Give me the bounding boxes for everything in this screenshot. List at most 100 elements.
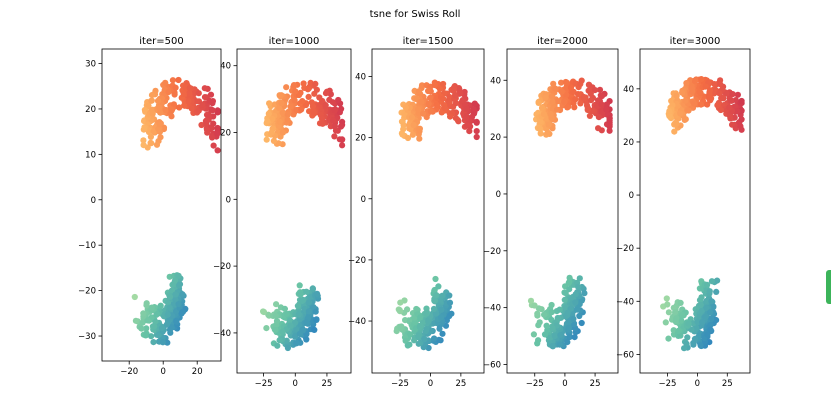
subplot-3: iter=1500 −25 0 25 −40 −20 0 20 40 bbox=[348, 36, 485, 389]
y-tick-label: −20 bbox=[616, 244, 634, 254]
scatter-point bbox=[572, 96, 579, 103]
scatter-point bbox=[565, 324, 572, 331]
scatter-point bbox=[138, 325, 145, 332]
y-tick-label: 0 bbox=[91, 196, 96, 206]
y-tick-label: −60 bbox=[616, 350, 634, 360]
scatter-point bbox=[163, 321, 170, 328]
scatter-point bbox=[152, 318, 159, 325]
scatter-point bbox=[131, 293, 138, 301]
scatter-point bbox=[148, 92, 156, 99]
scatter-point bbox=[463, 113, 470, 120]
scatter-point bbox=[132, 317, 139, 324]
y-tick-label: −20 bbox=[213, 262, 231, 272]
scatter-point bbox=[587, 97, 595, 104]
scatter-point bbox=[287, 103, 294, 110]
scatter-point bbox=[300, 80, 307, 87]
scatter-point bbox=[548, 93, 556, 100]
x-tick-label: 0 bbox=[562, 379, 567, 389]
scatter-point bbox=[713, 288, 720, 295]
scatter-point bbox=[322, 102, 329, 109]
y-tick-label: 0 bbox=[226, 195, 231, 205]
y-tick-label: −20 bbox=[348, 256, 366, 266]
scatter-point bbox=[662, 319, 669, 326]
scatter-point bbox=[158, 325, 166, 332]
subplot-title: iter=2000 bbox=[537, 36, 588, 47]
scatter-point bbox=[704, 281, 711, 288]
scatter-point bbox=[299, 98, 306, 105]
scatter-point bbox=[685, 107, 692, 114]
scatter-point bbox=[141, 125, 148, 132]
x-tick-label: 25 bbox=[722, 379, 733, 389]
y-tick-label: −20 bbox=[483, 247, 501, 257]
scatter-point bbox=[176, 281, 184, 288]
scatter-point bbox=[203, 117, 210, 124]
axes-frame bbox=[236, 48, 352, 374]
scatter-point bbox=[598, 92, 606, 100]
scatter-point bbox=[140, 137, 147, 144]
scatter-point bbox=[570, 315, 577, 323]
scatter-point bbox=[427, 108, 434, 115]
x-tick-label: 0 bbox=[428, 379, 433, 389]
scatter-point bbox=[666, 108, 673, 115]
scatter-point bbox=[147, 139, 154, 146]
scatter-point bbox=[268, 129, 275, 136]
scatter-point bbox=[209, 98, 216, 105]
scatter-point bbox=[714, 102, 721, 109]
scatter-point bbox=[266, 100, 273, 107]
scatter-point bbox=[438, 306, 445, 313]
scatter-point bbox=[416, 126, 423, 133]
scatter-point bbox=[535, 99, 542, 106]
y-tick-label: 20 bbox=[623, 138, 634, 148]
scatter-point bbox=[549, 98, 556, 105]
scatter-point bbox=[415, 88, 422, 95]
scatter-point bbox=[337, 123, 345, 130]
scatter-point bbox=[293, 106, 300, 114]
scatter-point bbox=[591, 87, 599, 94]
y-tick-label: 20 bbox=[220, 129, 231, 139]
scatter-point bbox=[688, 326, 695, 333]
scatter-point bbox=[330, 117, 337, 124]
scatter-point bbox=[566, 333, 573, 341]
scatter-point bbox=[685, 320, 692, 327]
scatter-point bbox=[149, 110, 156, 117]
scatter-point bbox=[331, 123, 338, 130]
x-tick-label: 25 bbox=[322, 379, 333, 389]
scatter-point bbox=[175, 76, 182, 84]
scatter-point bbox=[336, 109, 343, 116]
scatter-point bbox=[173, 318, 180, 325]
scatter-point bbox=[574, 306, 581, 313]
edge-scroll-tab[interactable] bbox=[826, 270, 831, 304]
scatter-point bbox=[554, 106, 561, 113]
scatter-point bbox=[329, 99, 336, 106]
scatter-point bbox=[171, 91, 178, 98]
scatter-point bbox=[292, 88, 299, 95]
axes-frame bbox=[371, 48, 485, 374]
scatter-point bbox=[737, 123, 744, 130]
scatter-point bbox=[162, 106, 169, 114]
scatter-point bbox=[677, 110, 684, 117]
scatter-point bbox=[427, 94, 434, 102]
scatter-point bbox=[551, 332, 559, 340]
scatter-point bbox=[284, 116, 291, 123]
scatter-point bbox=[595, 125, 602, 132]
scatter-point bbox=[175, 301, 182, 308]
scatter-point bbox=[732, 97, 739, 104]
scatter-point bbox=[214, 109, 221, 116]
scatter-point bbox=[431, 81, 438, 89]
scatter-point bbox=[665, 335, 672, 342]
scatter-point bbox=[596, 86, 604, 93]
scatter-point bbox=[707, 322, 714, 329]
scatter-point bbox=[339, 136, 346, 143]
scatter-point bbox=[150, 128, 157, 135]
scatter-point bbox=[473, 128, 480, 135]
scatter-point bbox=[140, 142, 147, 149]
scatter-point bbox=[570, 321, 578, 328]
scatter-points bbox=[660, 76, 745, 352]
scatter-point bbox=[683, 80, 690, 87]
scatter-point bbox=[402, 104, 409, 111]
scatter-point bbox=[179, 308, 186, 316]
subplot-title: iter=3000 bbox=[670, 36, 721, 47]
scatter-point bbox=[564, 104, 571, 111]
scatter-point bbox=[407, 331, 414, 338]
